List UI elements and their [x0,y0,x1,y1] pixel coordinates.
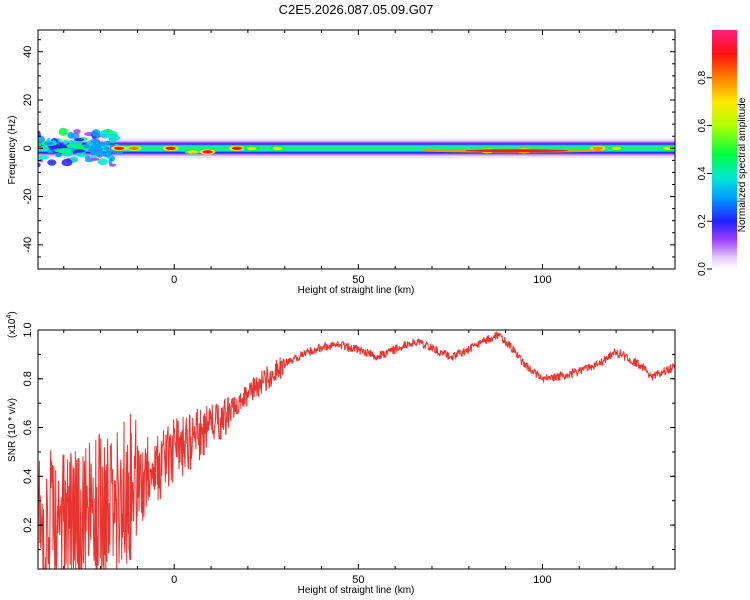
noise-blob [84,155,91,160]
noise-blob [105,152,112,157]
noise-blob [47,149,54,154]
snr-y-label: SNR (10 * v/v) [7,398,18,462]
noise-blob [67,131,75,139]
y-tick-label: 20 [22,94,34,106]
colorbar-tick-label: 0.0 [697,262,708,276]
y-tick-label: 40 [22,46,34,58]
svg-text:(x104): (x104) [6,311,18,338]
colorbar-gradient [712,30,737,269]
noise-blob [70,156,79,163]
noise-blob [73,129,81,135]
band-peak-core [128,146,139,150]
y-tick-label: 0.8 [22,371,34,386]
noise-blob [105,149,112,154]
colorbar-tick-label: 0.4 [697,166,708,180]
colorbar: 0.0 0.2 0.4 0.6 0.8 Normalized spectral ampl… [697,30,748,276]
snr-ticks: 0 50 100 1.0 0.8 0.6 0.4 0.2 [22,322,675,586]
spectrogram-panel: 0 50 100 40 20 0 -20 -40 Height of straight lin… [7,29,676,296]
noise-blob [61,158,73,167]
colorbar-tick-label: 0.2 [697,214,708,228]
band-peak-core [165,146,176,150]
band-peak-core [662,146,673,150]
band-layer [38,146,675,150]
noise-blob [83,144,90,149]
snr-panel: 0 50 100 1.0 0.8 0.6 0.4 0.2 Height of straight… [6,311,676,596]
colorbar-label: Normalized spectral amplitude [737,97,748,232]
y-tick-label: -20 [22,189,34,205]
band-peak-core [44,141,55,146]
x-tick-label: 0 [171,574,177,586]
noise-blob [47,159,57,166]
snr-frame [37,329,676,570]
band-peak-core [58,149,69,153]
noise-blob [38,162,41,168]
x-tick-label: 0 [171,274,177,286]
noise-blob [109,163,117,167]
colorbar-tick-label: 0.6 [697,118,708,132]
noise-blob [62,139,68,145]
snr-multiplier-exp: 4 [6,315,13,319]
noise-blob [73,149,85,153]
band-peak-core [69,144,80,148]
snr-multiplier: (x104) [6,311,18,338]
noise-blob [99,142,106,147]
band-hot-streak [465,149,569,153]
noise-blob [94,143,101,148]
noise-blob [55,153,62,158]
spectrogram-frame [37,29,676,270]
band-peak-core [611,146,622,150]
noise-blob [57,144,68,150]
early-noise-cluster [38,127,124,168]
snr-multiplier-base: (x10 [7,318,18,338]
noise-blob [91,129,101,137]
x-tick-label: 100 [533,574,551,586]
y-tick-label: -40 [22,237,34,253]
noise-blob [96,147,103,152]
spectrogram-ticks: 0 50 100 40 20 0 -20 -40 [22,30,675,286]
noise-blob [90,157,100,161]
snr-multiplier-close: ) [7,311,18,314]
y-tick-label: 0 [22,145,34,151]
spectrogram-image [38,127,675,168]
x-tick-label: 50 [352,274,364,286]
noise-blob [88,147,95,152]
colorbar-ticks: 0.0 0.2 0.4 0.6 0.8 [697,70,712,276]
band-peak-core [246,146,257,150]
band-peak-core [592,146,603,150]
band-peak-core [202,150,213,154]
y-tick-label: 0.4 [22,469,34,484]
noise-blob [99,129,110,139]
noise-blob [58,127,68,137]
band-peak-core [187,150,198,154]
y-tick-label: 0.6 [22,420,34,435]
noise-blob [90,140,97,145]
noise-blob [97,158,108,166]
x-tick-label: 50 [352,574,364,586]
x-tick-label: 100 [533,274,551,286]
noise-blob [111,135,121,141]
noise-blob [90,151,97,156]
snr-series-line [38,331,675,569]
noise-blob [99,150,106,155]
colorbar-tick-label: 0.8 [697,70,708,84]
noise-blob [38,155,49,160]
noise-blob [38,135,45,144]
band-peak-core [272,146,283,150]
spectrogram-x-label: Height of straight line (km) [298,285,415,296]
band-peak-core [231,146,242,150]
y-tick-label: 0.2 [22,517,34,532]
snr-x-label: Height of straight line (km) [298,585,415,596]
noise-blob [74,138,85,142]
y-tick-label: 1.0 [22,322,34,337]
figure-title: C2E5.2026.087.05.09.G07 [279,2,434,17]
band-peak-core [114,146,125,150]
noise-blob [104,140,111,145]
noise-blob [103,146,110,151]
spectrogram-y-label: Frequency (Hz) [7,116,18,185]
noise-blob [38,142,42,147]
